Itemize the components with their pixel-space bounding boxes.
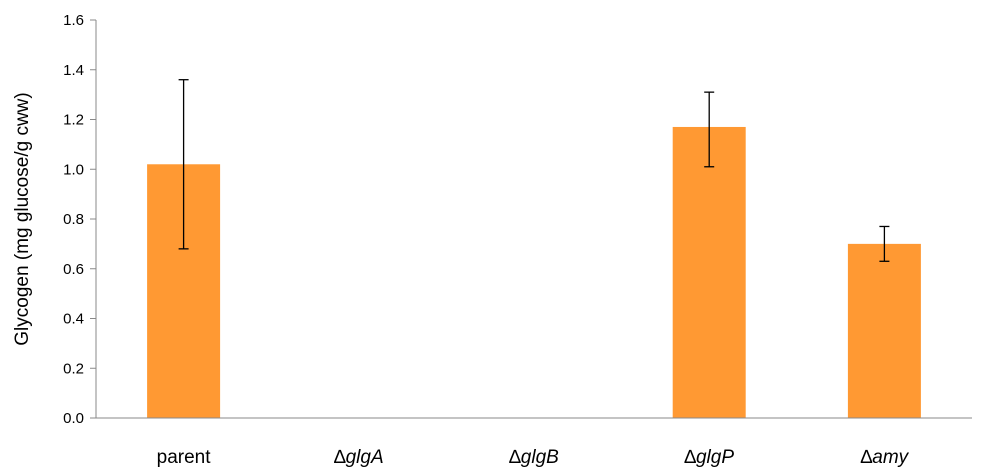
y-axis: 0.0 0.2 0.4 0.6 0.8 1.0 1.2 1.4 1.6 [63, 12, 97, 427]
y-tick-label: 1.4 [63, 62, 84, 79]
y-axis-label: Glycogen (mg glucose/g cww) [12, 92, 33, 345]
bar-glgP [672, 126, 746, 419]
x-tick-label-amy: ∆amy [861, 447, 910, 468]
y-tick-label: 1.6 [63, 12, 84, 29]
error-bars [178, 79, 890, 262]
delta-prefix: ∆ [334, 447, 346, 468]
x-axis: parent ∆glgA ∆glgB ∆glgP ∆amy [96, 417, 972, 468]
delta-prefix: ∆ [509, 447, 521, 468]
y-tick-label: 0.0 [63, 410, 84, 427]
bar-amy [847, 243, 921, 418]
bars [147, 126, 921, 419]
y-tick-label: 0.8 [63, 211, 84, 228]
category-name: glgP [696, 447, 734, 468]
delta-prefix: ∆ [861, 447, 873, 468]
delta-prefix: ∆ [684, 447, 696, 468]
y-tick-label: 1.0 [63, 161, 84, 178]
x-tick-label-parent: parent [157, 447, 212, 468]
category-name: glgB [521, 447, 559, 468]
x-tick-label-glgA: ∆glgA [334, 447, 384, 468]
x-tick-label-glgP: ∆glgP [684, 447, 734, 468]
y-tick-label: 0.6 [63, 261, 84, 278]
category-name: glgA [346, 447, 384, 468]
y-tick-label: 0.4 [63, 311, 84, 328]
category-name: amy [872, 447, 909, 468]
y-tick-label: 0.2 [63, 360, 84, 377]
x-tick-label-glgB: ∆glgB [509, 447, 559, 468]
category-name: parent [157, 447, 212, 468]
y-tick-label: 1.2 [63, 112, 84, 129]
